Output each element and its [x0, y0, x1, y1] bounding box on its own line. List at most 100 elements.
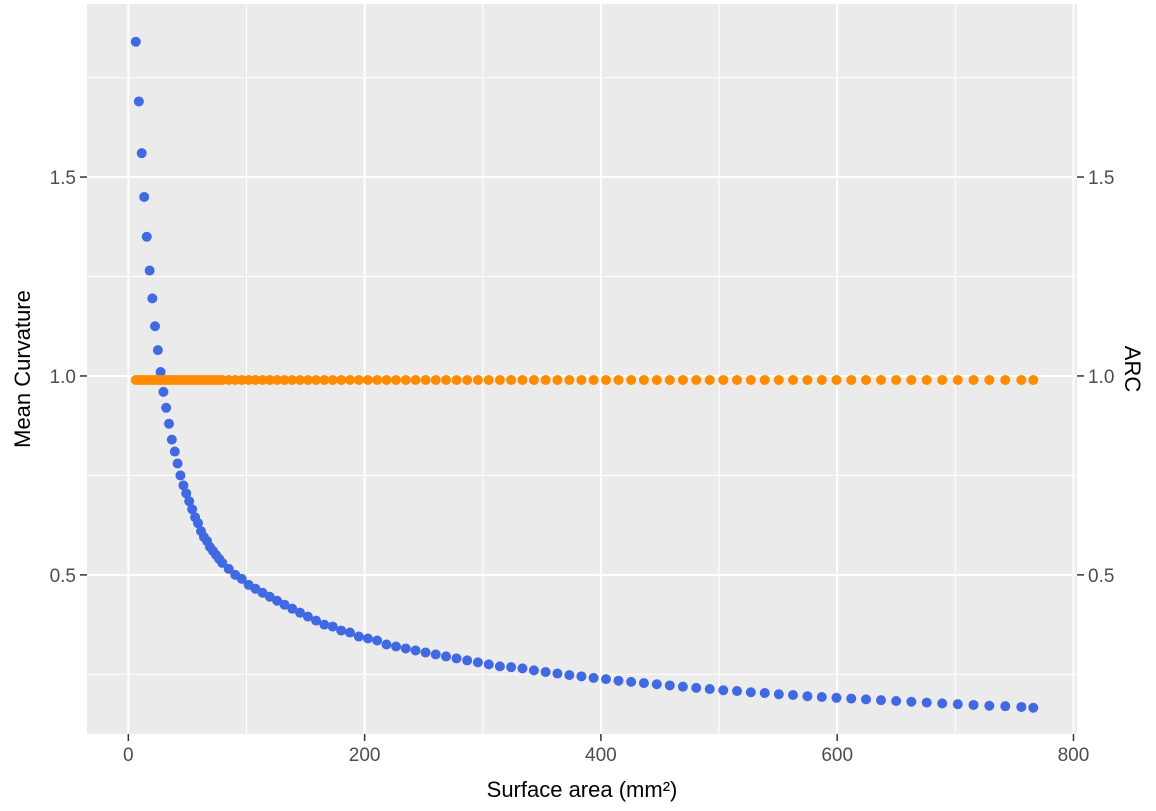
arc-point [517, 374, 528, 385]
arc-point [236, 374, 247, 385]
mean-curvature-point [400, 643, 411, 654]
arc-point [787, 374, 798, 385]
mean-curvature-point [876, 695, 887, 706]
arc-point [353, 374, 364, 385]
arc-point [311, 374, 322, 385]
mean-curvature-point [172, 458, 183, 469]
arc-point [257, 374, 268, 385]
mean-curvature-point [327, 621, 338, 632]
x-axis: 0 200 400 600 800 [123, 734, 1089, 766]
mean-curvature-point [1016, 701, 1027, 712]
mean-curvature-point [588, 672, 599, 683]
mean-curvature-point [451, 653, 462, 664]
mean-curvature-point [217, 557, 228, 568]
mean-curvature-point [161, 402, 172, 413]
y2-tick-label: 0.5 [1088, 566, 1114, 587]
y-axis-left: 0.5 1.0 1.5 [50, 168, 87, 587]
arc-point [861, 374, 872, 385]
mean-curvature-point [184, 496, 195, 507]
mean-curvature-point [952, 699, 963, 710]
arc-point [651, 374, 662, 385]
arc-point [264, 374, 275, 385]
arc-point [391, 374, 402, 385]
mean-curvature-point [336, 625, 347, 636]
mean-curvature-point [311, 615, 322, 626]
mean-curvature-point [147, 293, 158, 304]
arc-point [451, 374, 462, 385]
y-tick-label: 1.0 [50, 367, 76, 388]
arc-point [600, 374, 611, 385]
mean-curvature-point [420, 647, 431, 658]
mean-curvature-point [158, 386, 169, 397]
mean-curvature-point [540, 666, 551, 677]
mean-curvature-point [906, 696, 917, 707]
arc-point [462, 374, 473, 385]
arc-point [626, 374, 637, 385]
mean-curvature-point [528, 665, 539, 676]
mean-curvature-point [921, 697, 932, 708]
mean-curvature-point [552, 668, 563, 679]
mean-curvature-point [319, 619, 330, 630]
mean-curvature-point [144, 265, 155, 276]
y2-axis-title: ARC [1120, 346, 1145, 393]
mean-curvature-point [302, 611, 313, 622]
arc-point [588, 374, 599, 385]
y-axis-right: 0.5 1.0 1.5 [1077, 168, 1114, 587]
mean-curvature-point [691, 682, 702, 693]
arc-point [921, 374, 932, 385]
mean-curvature-point [181, 488, 192, 499]
mean-curvature-point [891, 695, 902, 706]
arc-point [1016, 374, 1027, 385]
mean-curvature-point [223, 563, 234, 574]
mean-curvature-point [163, 418, 174, 429]
arc-point [613, 374, 624, 385]
mean-curvature-point [272, 595, 283, 606]
arc-point [506, 374, 517, 385]
arc-point [773, 374, 784, 385]
mean-curvature-point [178, 480, 189, 491]
y-axis-title: Mean Curvature [10, 290, 35, 448]
mean-curvature-point [600, 674, 611, 685]
mean-curvature-point [564, 670, 575, 681]
mean-curvature-point [626, 676, 637, 687]
arc-point [420, 374, 431, 385]
arc-point [295, 374, 306, 385]
mean-curvature-point [759, 688, 770, 699]
arc-point [287, 374, 298, 385]
arc-point [664, 374, 675, 385]
mean-curvature-point [968, 699, 979, 710]
x-axis-title: Surface area (mm²) [487, 777, 678, 802]
mean-curvature-point [430, 649, 441, 660]
mean-curvature-point [136, 148, 147, 159]
arc-point [891, 374, 902, 385]
mean-curvature-point [704, 684, 715, 695]
arc-point [483, 374, 494, 385]
mean-curvature-point [846, 693, 857, 704]
arc-point [381, 374, 392, 385]
arc-point [1000, 374, 1011, 385]
mean-curvature-point [802, 691, 813, 702]
mean-curvature-point [166, 434, 177, 445]
mean-curvature-point [831, 692, 842, 703]
mean-curvature-point [517, 663, 528, 674]
arc-point [302, 374, 313, 385]
mean-curvature-point [638, 678, 649, 689]
mean-curvature-point [1028, 702, 1039, 713]
arc-point [984, 374, 995, 385]
mean-curvature-point [861, 694, 872, 705]
arc-point [802, 374, 813, 385]
arc-point [691, 374, 702, 385]
arc-point [846, 374, 857, 385]
mean-curvature-point [155, 366, 166, 377]
mean-curvature-point [472, 657, 483, 668]
arc-point [540, 374, 551, 385]
arc-point [250, 374, 261, 385]
mean-curvature-point [441, 651, 452, 662]
arc-point [319, 374, 330, 385]
mean-curvature-point [483, 659, 494, 670]
arc-series [130, 374, 1039, 385]
mean-curvature-point [613, 675, 624, 686]
x-tick-label: 200 [349, 745, 381, 766]
mean-curvature-point [731, 686, 742, 697]
y-tick-label: 0.5 [50, 566, 76, 587]
